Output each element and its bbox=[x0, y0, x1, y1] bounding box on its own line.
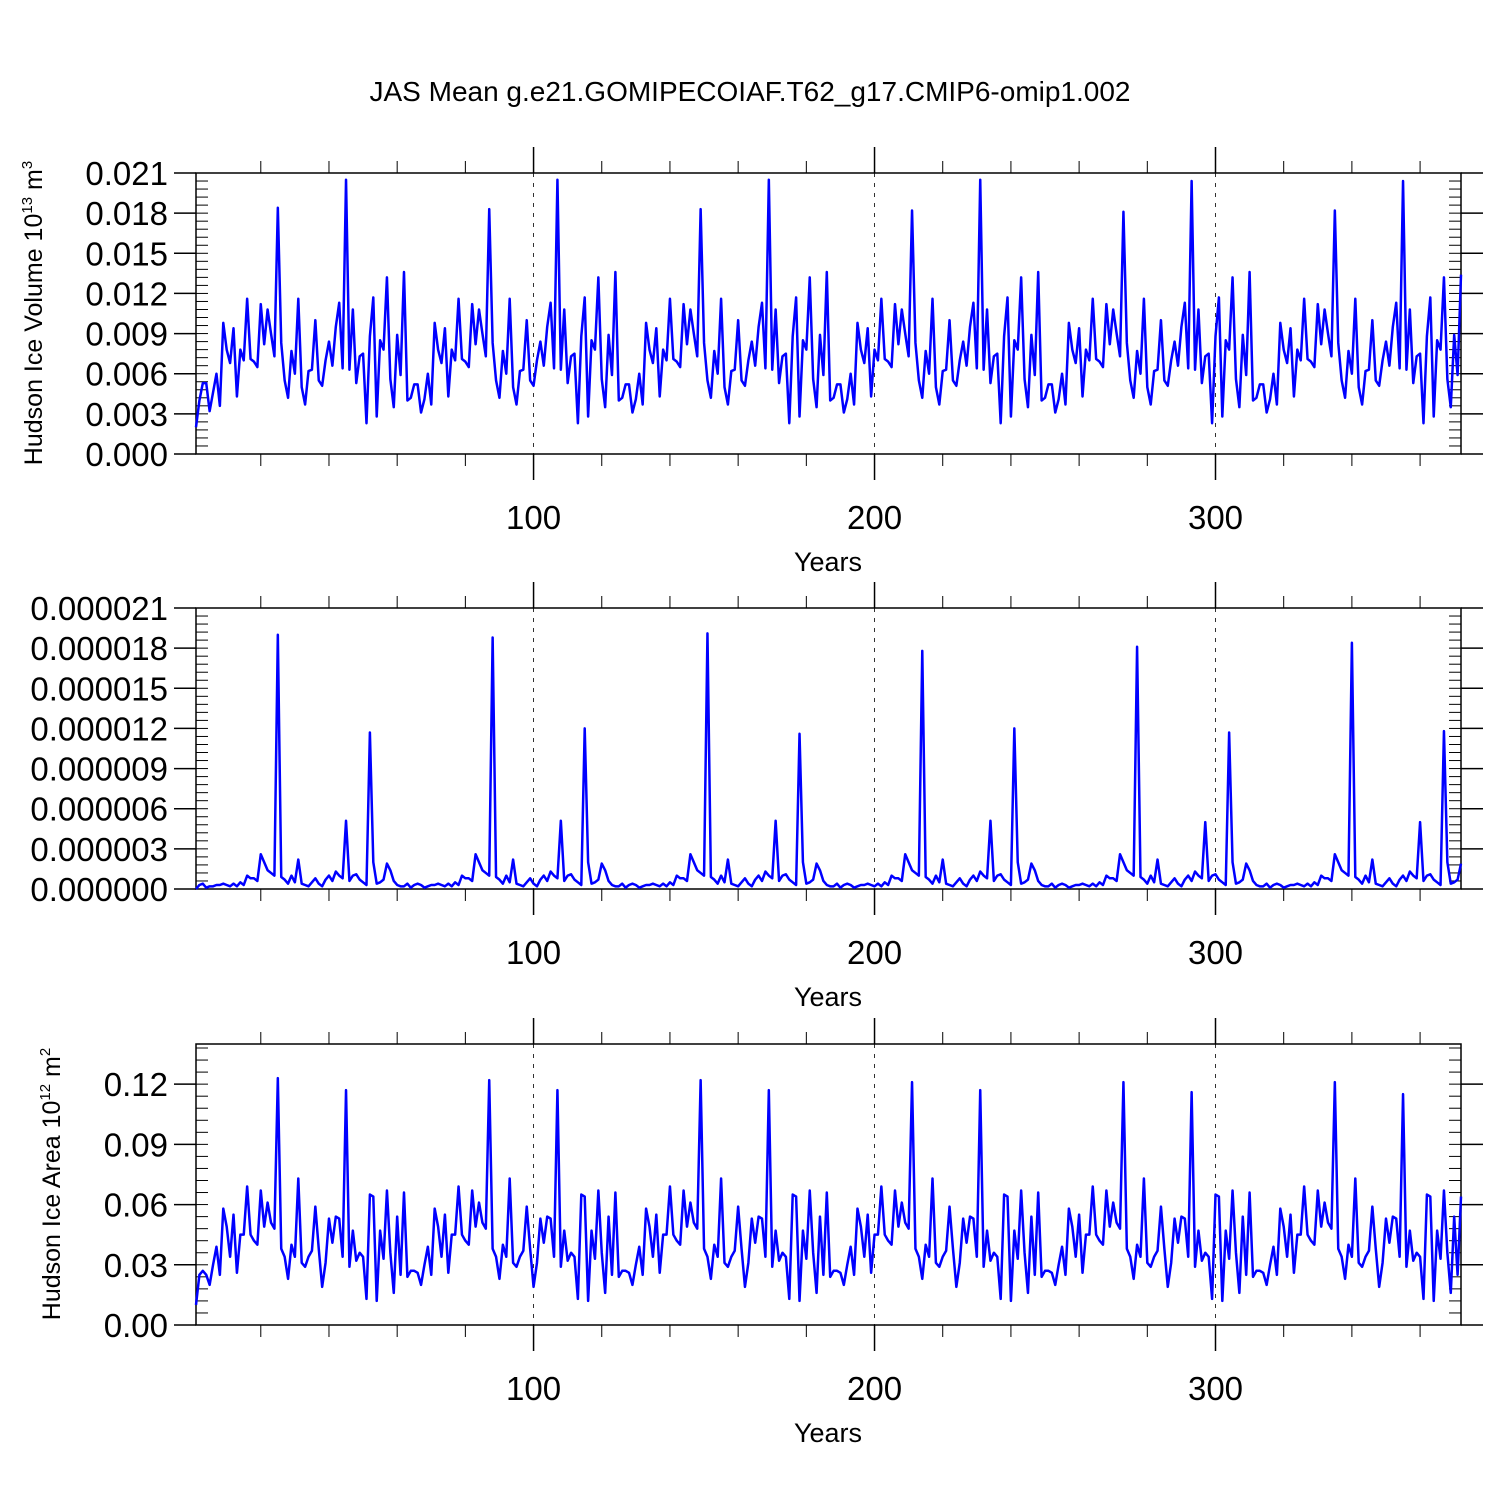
y-tick-label: 0.000000 bbox=[30, 871, 168, 908]
panel-ice-area: 0.00 0.03 0.06 0.09 0.12 100 200 300 Years Hud… bbox=[37, 1018, 1483, 1448]
y-tick-label: 0.006 bbox=[85, 356, 168, 393]
x-tick-label: 100 bbox=[506, 934, 561, 971]
x-tick-label: 200 bbox=[847, 499, 902, 536]
x-tick-label: 100 bbox=[506, 1370, 561, 1407]
y-tick-label: 0.021 bbox=[85, 155, 168, 192]
series-line-ice-volume bbox=[194, 178, 1463, 428]
y-tick-label: 0.000006 bbox=[30, 791, 168, 828]
x-axis-label: Years bbox=[794, 982, 862, 1012]
x-axis-label: Years bbox=[794, 1418, 862, 1448]
plot-frame bbox=[195, 607, 1462, 890]
x-tick-label: 300 bbox=[1188, 499, 1243, 536]
x-axis-label: Years bbox=[794, 547, 862, 577]
x-tick-label: 200 bbox=[847, 1370, 902, 1407]
y-tick-label: 0.000012 bbox=[30, 710, 168, 747]
y-tick-label: 0.000015 bbox=[30, 670, 168, 707]
x-ticks: 100 200 300 bbox=[260, 1018, 1421, 1407]
series-line-middle bbox=[195, 632, 1463, 890]
x-grid bbox=[533, 173, 1216, 454]
y-tick-label: 0.03 bbox=[104, 1247, 168, 1284]
x-tick-label: 300 bbox=[1188, 1370, 1243, 1407]
y-tick-label: 0.000021 bbox=[30, 590, 168, 627]
y-tick-label: 0.000003 bbox=[30, 831, 168, 868]
y-tick-label: 0.00 bbox=[104, 1307, 168, 1344]
y-tick-label: 0.12 bbox=[104, 1066, 168, 1103]
y-tick-label: 0.000 bbox=[85, 436, 168, 473]
y-tick-label: 0.000018 bbox=[30, 630, 168, 667]
y-axis-label: Hudson Ice Area 1012 m2 bbox=[37, 1048, 66, 1320]
y-tick-label: 0.012 bbox=[85, 275, 168, 312]
plot-frame bbox=[195, 1043, 1462, 1326]
y-tick-label: 0.000009 bbox=[30, 751, 168, 788]
chart-title: JAS Mean g.e21.GOMIPECOIAF.T62_g17.CMIP6… bbox=[369, 76, 1130, 107]
y-axis-label: Hudson Ice Volume 1013 m3 bbox=[19, 161, 48, 465]
x-ticks: 100 200 300 bbox=[260, 147, 1421, 536]
y-tick-label: 0.06 bbox=[104, 1187, 168, 1224]
x-grid bbox=[533, 1044, 1216, 1325]
x-tick-label: 200 bbox=[847, 934, 902, 971]
y-tick-label: 0.015 bbox=[85, 235, 168, 272]
y-tick-label: 0.003 bbox=[85, 396, 168, 433]
y-tick-label: 0.018 bbox=[85, 195, 168, 232]
series-line-ice-area bbox=[194, 1076, 1463, 1306]
y-tick-label: 0.09 bbox=[104, 1126, 168, 1163]
y-ticks: 0.00 0.03 0.06 0.09 0.12 bbox=[104, 1047, 1483, 1344]
y-tick-label: 0.009 bbox=[85, 316, 168, 353]
x-ticks: 100 200 300 bbox=[260, 582, 1421, 971]
x-tick-label: 100 bbox=[506, 499, 561, 536]
x-grid bbox=[533, 608, 1216, 889]
x-tick-label: 300 bbox=[1188, 934, 1243, 971]
plot-frame bbox=[195, 172, 1462, 455]
